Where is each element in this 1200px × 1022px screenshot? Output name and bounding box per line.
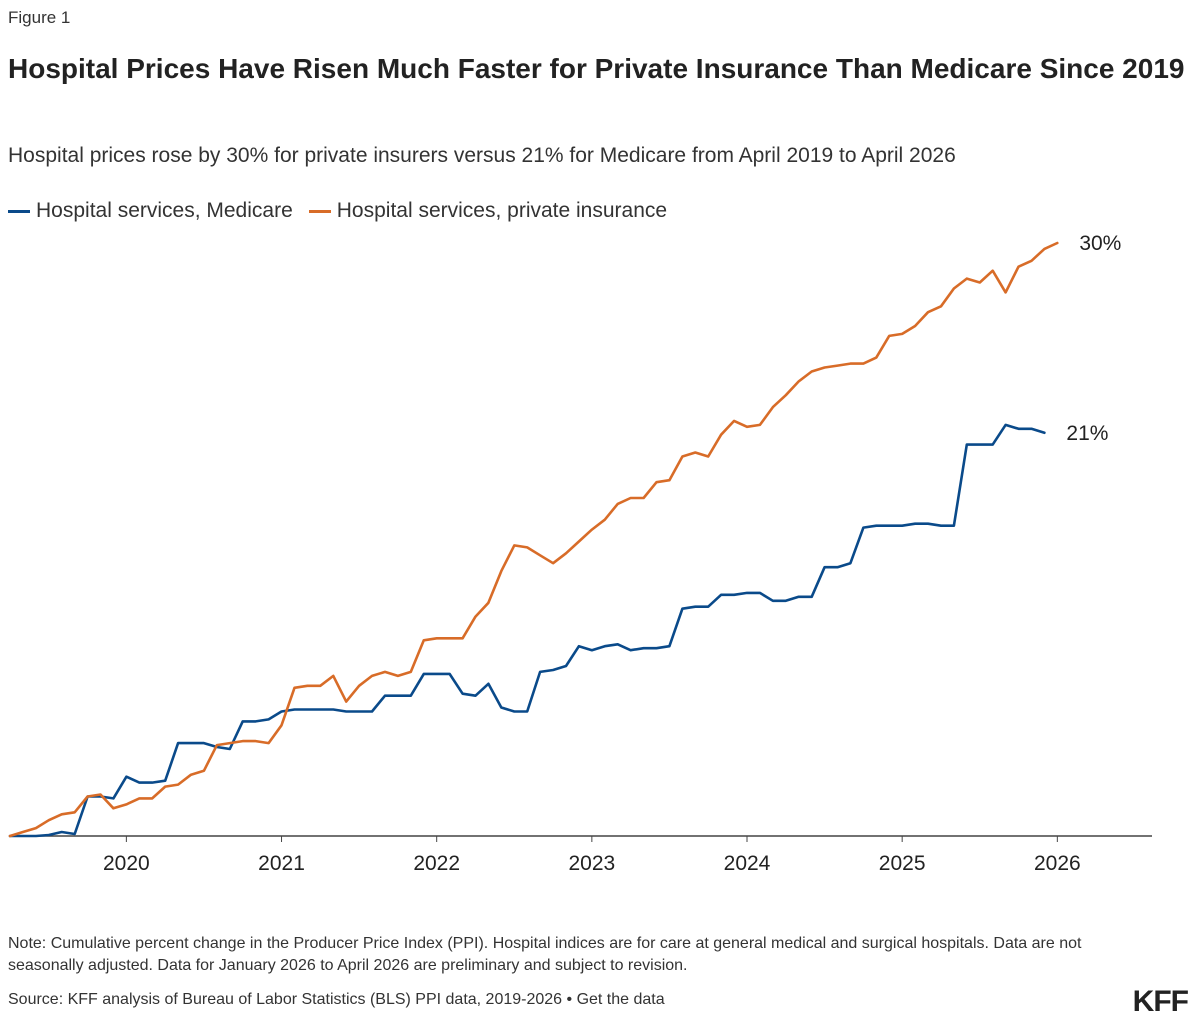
x-tick-label-2025: 2025 bbox=[879, 852, 926, 875]
chart-legend: Hospital services, Medicare Hospital ser… bbox=[8, 199, 683, 223]
kff-logo: KFF bbox=[1132, 985, 1189, 1018]
x-tick-label-2021: 2021 bbox=[258, 852, 305, 875]
x-tick-label-2024: 2024 bbox=[724, 852, 771, 875]
end-label-private: 30% bbox=[1079, 232, 1121, 255]
legend-swatch-medicare bbox=[8, 209, 30, 213]
series-line-private bbox=[8, 241, 1059, 838]
chart-title: Hospital Prices Have Risen Much Faster f… bbox=[8, 53, 1185, 84]
series-line-medicare bbox=[8, 423, 1046, 838]
legend-swatch-private bbox=[308, 209, 331, 213]
legend-item-medicare: Hospital services, Medicare bbox=[8, 199, 293, 223]
legend-label-private: Hospital services, private insurance bbox=[336, 199, 668, 222]
chart-note: Note: Cumulative percent change in the P… bbox=[8, 935, 1082, 974]
legend-item-private: Hospital services, private insurance bbox=[308, 199, 668, 223]
x-tick-label-2026: 2026 bbox=[1034, 852, 1081, 875]
x-tick-label-2023: 2023 bbox=[568, 852, 615, 875]
line-chart: 2020 2021 2022 2023 2024 2025 2026 21% 30% bbox=[8, 232, 1152, 875]
figure-label: Figure 1 bbox=[8, 8, 71, 27]
chart-subtitle: Hospital prices rose by 30% for private … bbox=[8, 144, 956, 167]
end-label-medicare: 21% bbox=[1066, 422, 1108, 445]
legend-label-medicare: Hospital services, Medicare bbox=[36, 199, 293, 222]
x-tick-label-2022: 2022 bbox=[413, 852, 460, 875]
chart-source: Source: KFF analysis of Bureau of Labor … bbox=[8, 991, 665, 1008]
x-tick-label-2020: 2020 bbox=[103, 852, 150, 875]
